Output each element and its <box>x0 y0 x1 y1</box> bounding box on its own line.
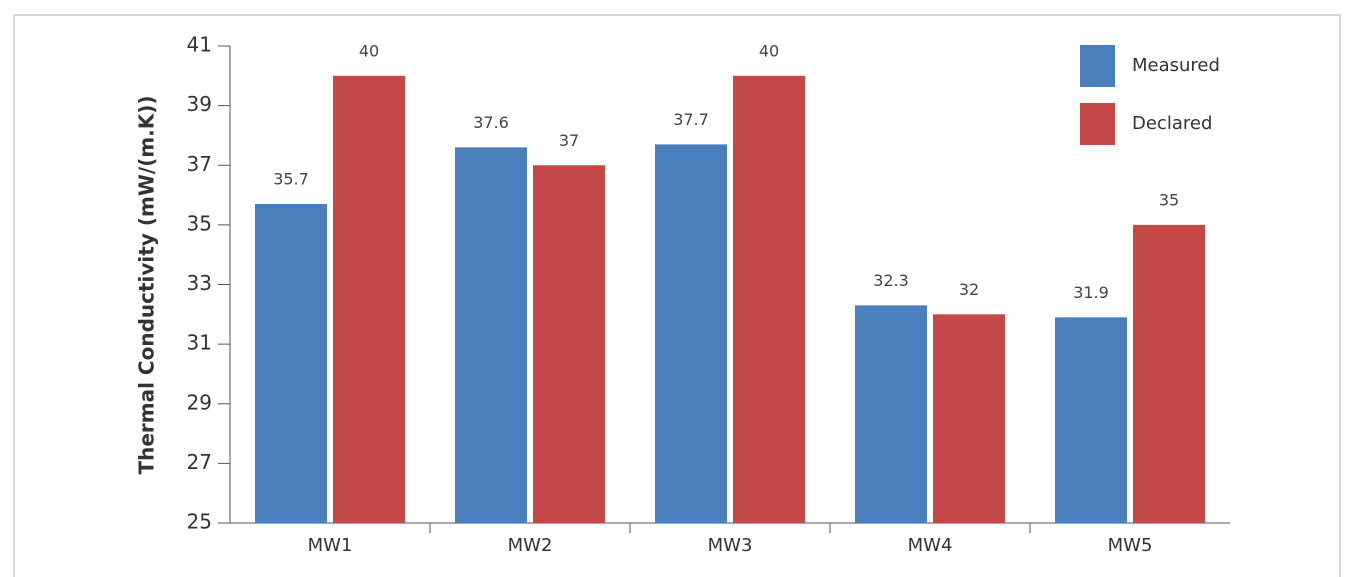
y-tick-label: 33 <box>187 271 212 295</box>
value-label: 35.7 <box>273 170 309 189</box>
y-tick-label: 29 <box>187 390 212 414</box>
x-tick-label: MW5 <box>1108 535 1153 556</box>
value-label: 32 <box>959 280 979 299</box>
legend-swatch <box>1080 45 1115 87</box>
value-label: 37.7 <box>673 110 709 129</box>
value-label: 32.3 <box>873 271 909 290</box>
y-tick-label: 27 <box>187 450 212 474</box>
value-label: 40 <box>759 41 779 60</box>
x-tick-label: MW2 <box>508 535 553 556</box>
bar <box>455 147 527 524</box>
bar <box>255 204 327 523</box>
y-tick-label: 39 <box>187 92 212 116</box>
y-tick-label: 37 <box>187 152 212 176</box>
bar <box>1055 317 1127 523</box>
bar <box>855 305 927 523</box>
bar <box>533 165 605 523</box>
value-label: 40 <box>359 41 379 60</box>
x-tick-label: MW4 <box>908 535 953 556</box>
legend-swatch <box>1080 103 1115 145</box>
legend-label: Declared <box>1132 113 1212 134</box>
bar <box>333 75 405 523</box>
y-tick-label: 41 <box>187 33 212 57</box>
frame <box>13 14 1341 577</box>
y-tick-label: 31 <box>187 331 212 355</box>
y-tick-label: 25 <box>187 510 212 534</box>
value-label: 35 <box>1159 190 1179 209</box>
y-tick-label: 35 <box>187 211 212 235</box>
y-axis-label: Thermal Conductivity (mW/(m.K)) <box>135 95 159 474</box>
legend-label: Measured <box>1132 55 1220 76</box>
bar <box>933 314 1005 523</box>
bar <box>1133 224 1205 523</box>
bar <box>655 144 727 523</box>
value-label: 37.6 <box>473 113 509 132</box>
value-label: 31.9 <box>1073 283 1109 302</box>
x-tick-label: MW1 <box>308 535 353 556</box>
value-label: 37 <box>559 131 579 150</box>
x-tick-label: MW3 <box>708 535 753 556</box>
bar <box>733 75 805 523</box>
